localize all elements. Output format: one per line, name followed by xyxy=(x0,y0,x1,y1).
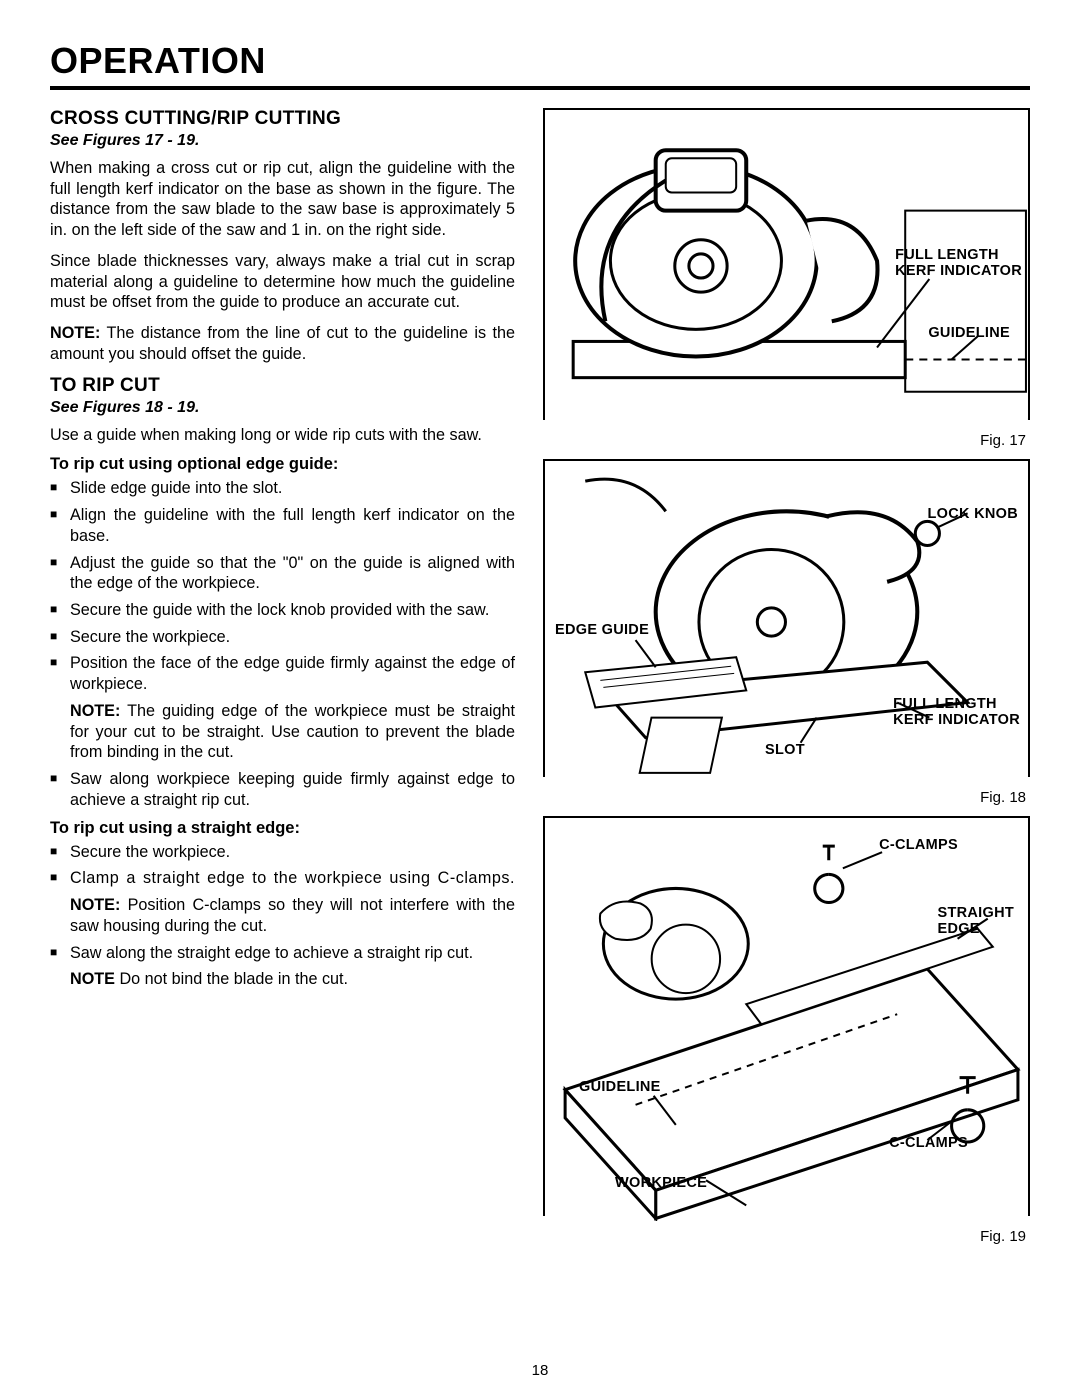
label-guideline-17: GUIDELINE xyxy=(928,326,1010,342)
note-label: NOTE: xyxy=(70,896,120,914)
page-number: 18 xyxy=(0,1362,1080,1379)
subheading-edge-guide: To rip cut using optional edge guide: xyxy=(50,455,515,474)
list-item: Adjust the guide so that the "0" on the … xyxy=(50,553,515,594)
label-cclamps-bot: C-CLAMPS xyxy=(889,1136,968,1152)
figure-19-box: C-CLAMPS STRAIGHTEDGE GUIDELINE C-CLAMPS… xyxy=(543,816,1030,1216)
note-text: Position C-clamps so they will not inter… xyxy=(70,896,515,935)
label-guideline-19: GUIDELINE xyxy=(579,1080,661,1096)
note-label: NOTE: xyxy=(50,324,100,342)
para-cross-1: When making a cross cut or rip cut, alig… xyxy=(50,158,515,241)
figure-17-box: FULL LENGTHKERF INDICATOR GUIDELINE xyxy=(543,108,1030,420)
figure-18-box: LOCK KNOB EDGE GUIDE FULL LENGTHKERF IND… xyxy=(543,459,1030,777)
label-workpiece: WORKPIECE xyxy=(615,1176,707,1192)
label-full-kerf-17: FULL LENGTHKERF INDICATOR xyxy=(895,248,1022,280)
see-figures-1: See Figures 17 - 19. xyxy=(50,132,515,150)
note-label: NOTE: xyxy=(70,702,120,720)
saw-straight-edge-illustration-icon xyxy=(545,818,1028,1221)
label-straight-edge: STRAIGHTEDGE xyxy=(937,906,1014,938)
see-figures-2: See Figures 18 - 19. xyxy=(50,399,515,417)
section-heading-cross-rip: CROSS CUTTING/RIP CUTTING xyxy=(50,108,515,130)
section-heading-rip: TO RIP CUT xyxy=(50,375,515,397)
label-cclamps-top: C-CLAMPS xyxy=(879,838,958,854)
bullet-list-2: Secure the workpiece. Clamp a straight e… xyxy=(50,842,515,889)
list-item: Saw along workpiece keeping guide firmly… xyxy=(50,769,515,810)
note-text: Do not bind the blade in the cut. xyxy=(115,970,348,988)
para-cross-2: Since blade thicknesses vary, always mak… xyxy=(50,251,515,313)
list-item: Secure the guide with the lock knob prov… xyxy=(50,600,515,621)
two-column-layout: CROSS CUTTING/RIP CUTTING See Figures 17… xyxy=(50,108,1030,1245)
list-item: Slide edge guide into the slot. xyxy=(50,478,515,499)
list-item: Position the face of the edge guide firm… xyxy=(50,653,515,694)
list-item: Secure the workpiece. xyxy=(50,842,515,863)
subnote-3: NOTE Do not bind the blade in the cut. xyxy=(50,969,515,990)
note-label: NOTE xyxy=(70,970,115,988)
bullet-list-2b: Saw along the straight edge to achieve a… xyxy=(50,943,515,964)
bullet-list-1: Slide edge guide into the slot. Align th… xyxy=(50,478,515,695)
subheading-straight-edge: To rip cut using a straight edge: xyxy=(50,819,515,838)
note-text: The guiding edge of the workpiece must b… xyxy=(70,702,515,761)
para-cross-note: NOTE: The distance from the line of cut … xyxy=(50,323,515,364)
list-item: Saw along the straight edge to achieve a… xyxy=(50,943,515,964)
list-item: Clamp a straight edge to the workpiece u… xyxy=(50,868,515,889)
label-edge-guide: EDGE GUIDE xyxy=(555,623,649,639)
subnote-2: NOTE: Position C-clamps so they will not… xyxy=(50,895,515,936)
fig19-caption: Fig. 19 xyxy=(543,1228,1026,1245)
bullet-list-1b: Saw along workpiece keeping guide firmly… xyxy=(50,769,515,810)
page-title: OPERATION xyxy=(50,40,1030,90)
fig18-caption: Fig. 18 xyxy=(543,789,1026,806)
label-full-kerf-18: FULL LENGTHKERF INDICATOR xyxy=(893,697,1020,729)
list-item: Align the guideline with the full length… xyxy=(50,505,515,546)
note-text: The distance from the line of cut to the… xyxy=(50,324,515,363)
label-slot: SLOT xyxy=(765,743,805,759)
fig17-caption: Fig. 17 xyxy=(543,432,1026,449)
subnote-1: NOTE: The guiding edge of the workpiece … xyxy=(50,701,515,763)
para-rip-1: Use a guide when making long or wide rip… xyxy=(50,425,515,446)
left-column: CROSS CUTTING/RIP CUTTING See Figures 17… xyxy=(50,108,515,1245)
list-item: Secure the workpiece. xyxy=(50,627,515,648)
label-lock-knob: LOCK KNOB xyxy=(928,507,1019,523)
right-column: FULL LENGTHKERF INDICATOR GUIDELINE Fig.… xyxy=(543,108,1030,1245)
